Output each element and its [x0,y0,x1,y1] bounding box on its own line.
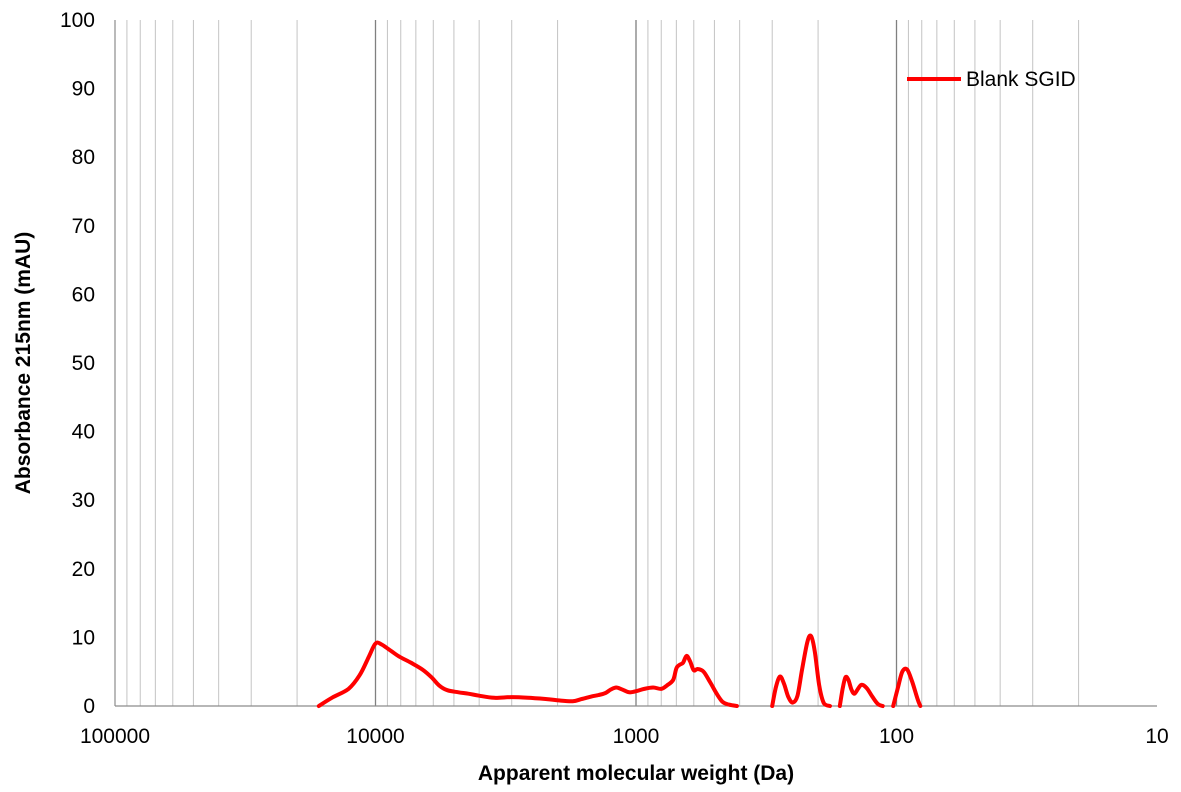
y-tick-label: 70 [72,215,95,238]
y-tick-label: 10 [72,626,95,649]
x-tick-labels: 100000 10000 1000 100 10 [80,725,1169,748]
x-tick-label: 1000 [613,725,660,748]
series-lines [316,633,923,708]
series-line-blank-sgid [837,674,885,708]
y-tick-label: 40 [72,421,95,444]
y-tick-label: 90 [72,78,95,101]
gridlines [126,20,1080,706]
y-tick-label: 100 [60,9,95,32]
legend-label-blank-sgid: Blank SGID [966,68,1076,91]
x-tick-label: 100000 [80,725,150,748]
y-tick-label: 50 [72,352,95,375]
y-tick-label: 60 [72,283,95,306]
legend: Blank SGID [907,68,1076,91]
axes [114,20,1157,707]
x-tick-label: 100 [879,725,914,748]
series-line-blank-sgid [316,640,739,708]
y-tick-label: 0 [83,695,95,718]
series-line-blank-sgid [891,666,923,708]
x-tick-label: 10000 [346,725,404,748]
y-tick-label: 20 [72,558,95,581]
y-tick-label: 80 [72,146,95,169]
y-tick-labels: 0 10 20 30 40 50 60 70 80 90 100 [60,9,95,718]
y-axis-title: Absorbance 215nm (mAU) [12,232,35,495]
y-tick-label: 30 [72,489,95,512]
x-tick-label: 10 [1145,725,1168,748]
x-axis-title: Apparent molecular weight (Da) [478,762,794,785]
series-line-blank-sgid [770,633,832,708]
